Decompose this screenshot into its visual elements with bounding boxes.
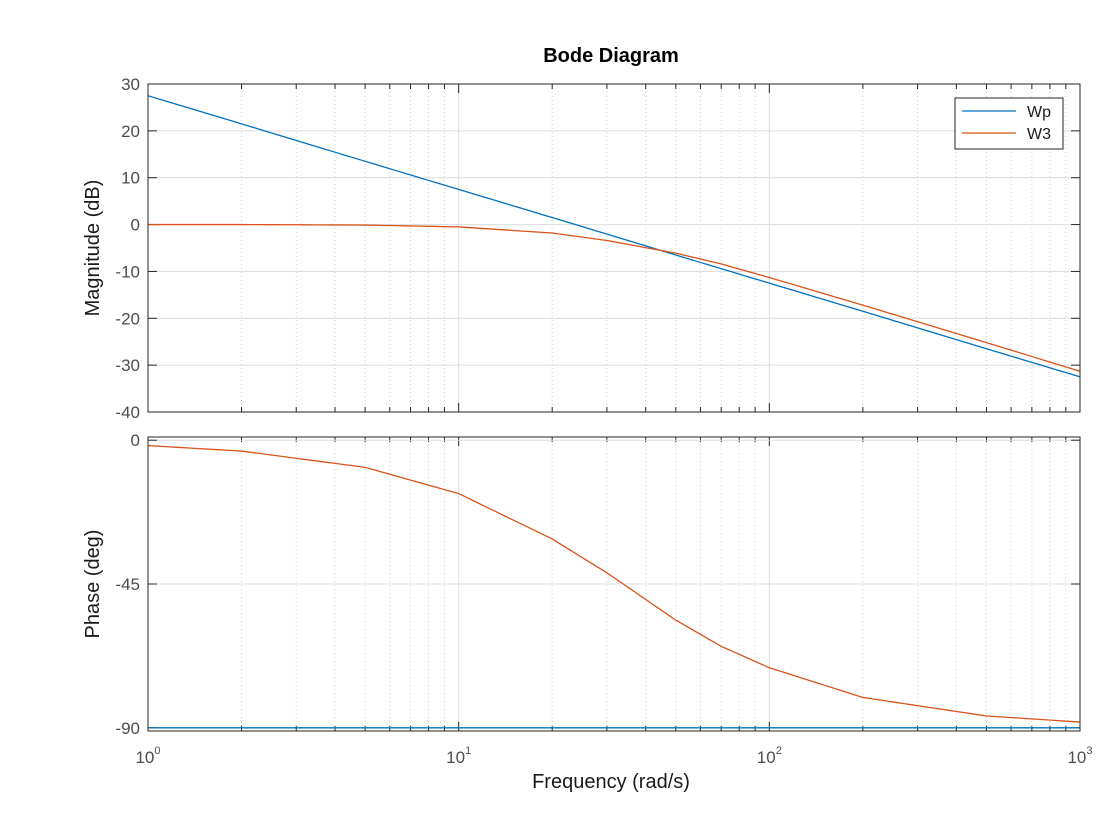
x-tick-labels: 100 101 102 103: [135, 745, 1092, 767]
phase-axes-box: [147, 436, 1081, 732]
legend-box: [954, 97, 1064, 150]
phase-y-tick-label: -90: [115, 719, 140, 738]
magnitude-axes-box: [147, 83, 1081, 413]
legend[interactable]: Wp W3: [954, 97, 1064, 150]
phase-y-tick-label: -45: [115, 575, 140, 594]
magnitude-series-wp: [148, 95, 1080, 378]
magnitude-y-tick-label: 0: [131, 216, 140, 235]
phase-y-tick-label: 0: [131, 431, 140, 450]
magnitude-plot-area: [148, 84, 1080, 412]
phase-panel: 0 -45 -90: [115, 431, 1081, 738]
magnitude-axis-label: Magnitude (dB): [82, 180, 104, 317]
x-tick-label: 103: [1067, 745, 1092, 767]
magnitude-y-tick-label: -40: [115, 403, 140, 422]
magnitude-y-tick-label: 10: [121, 169, 140, 188]
magnitude-y-tick-label: 30: [121, 75, 140, 94]
phase-axis-label: Phase (deg): [82, 530, 104, 639]
phase-series-w3: [148, 444, 1080, 723]
magnitude-series-w3: [148, 223, 1080, 372]
magnitude-y-tick-label: 20: [121, 122, 140, 141]
legend-label-wp: Wp: [1027, 104, 1051, 121]
x-tick-label: 102: [757, 745, 782, 767]
magnitude-panel: 30 20 10 0 -10 -20 -30 -40: [115, 75, 1081, 422]
magnitude-y-tick-label: -20: [115, 309, 140, 328]
magnitude-y-tick-label: -10: [115, 262, 140, 281]
x-tick-label: 100: [135, 745, 160, 767]
x-tick-label: 101: [446, 745, 471, 767]
chart-title: Bode Diagram: [543, 45, 679, 67]
magnitude-y-tick-label: -30: [115, 356, 140, 375]
legend-label-w3: W3: [1027, 126, 1051, 143]
x-axis-label: Frequency (rad/s): [532, 771, 690, 793]
